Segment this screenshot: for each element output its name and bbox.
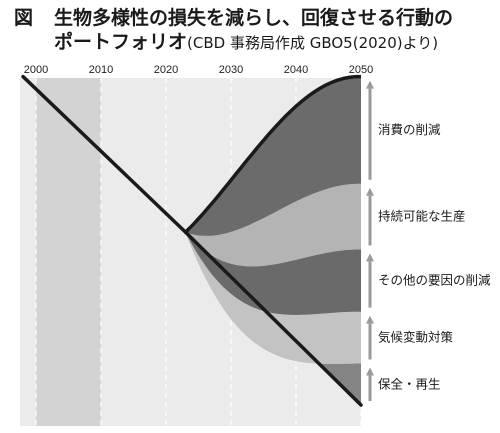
x-axis-ticks: 2000 2010 2020 2030 2040 2050 [24,64,373,76]
chart-lines [21,74,363,407]
recovery-line [184,74,361,234]
x-tick-label-2040: 2040 [284,64,308,76]
chart-title: 図生物多様性の損失を減らし、回復させる行動の ポートフォリオ(CBD 事務局作成… [14,6,494,55]
lever-label-2: 気候変動対策 [378,330,454,345]
title-line-1: 図生物多様性の損失を減らし、回復させる行動の [14,6,494,30]
historical-line [21,74,188,234]
lever-arrow-head-5 [366,80,374,89]
title-subject: ポートフォリオ [54,31,188,53]
lever-arrow-head-2 [366,315,374,324]
x-tick-label-2010: 2010 [89,64,113,76]
lever-arrow-head-3 [366,253,374,262]
band-4 [185,183,361,267]
business-as-usual-line [183,230,363,407]
title-source: (CBD 事務局作成 GBO5(2020)より) [187,34,439,52]
lever-label-4: 持続可能な生産 [378,209,466,224]
band-3 [185,232,361,315]
lever-arrow-head-4 [366,187,374,196]
lever-label-3: その他の要因の削減 [378,273,491,288]
x-tick-label-2030: 2030 [219,64,243,76]
lever-label-1: 保全・再生 [378,376,441,391]
shaded-period [36,78,101,426]
figure-label: 図 [14,7,34,29]
x-tick-label-2000: 2000 [24,64,48,76]
lever-label-5: 消費の削減 [378,122,441,137]
x-tick-label-2050: 2050 [349,64,373,76]
x-tick-label-2020: 2020 [154,64,178,76]
title-line-2: ポートフォリオ(CBD 事務局作成 GBO5(2020)より) [14,30,494,55]
band-5 [185,76,361,236]
band-2 [185,232,361,364]
lever-arrow-head-1 [366,367,374,376]
title-main-text: 生物多様性の損失を減らし、回復させる行動の [54,7,454,29]
